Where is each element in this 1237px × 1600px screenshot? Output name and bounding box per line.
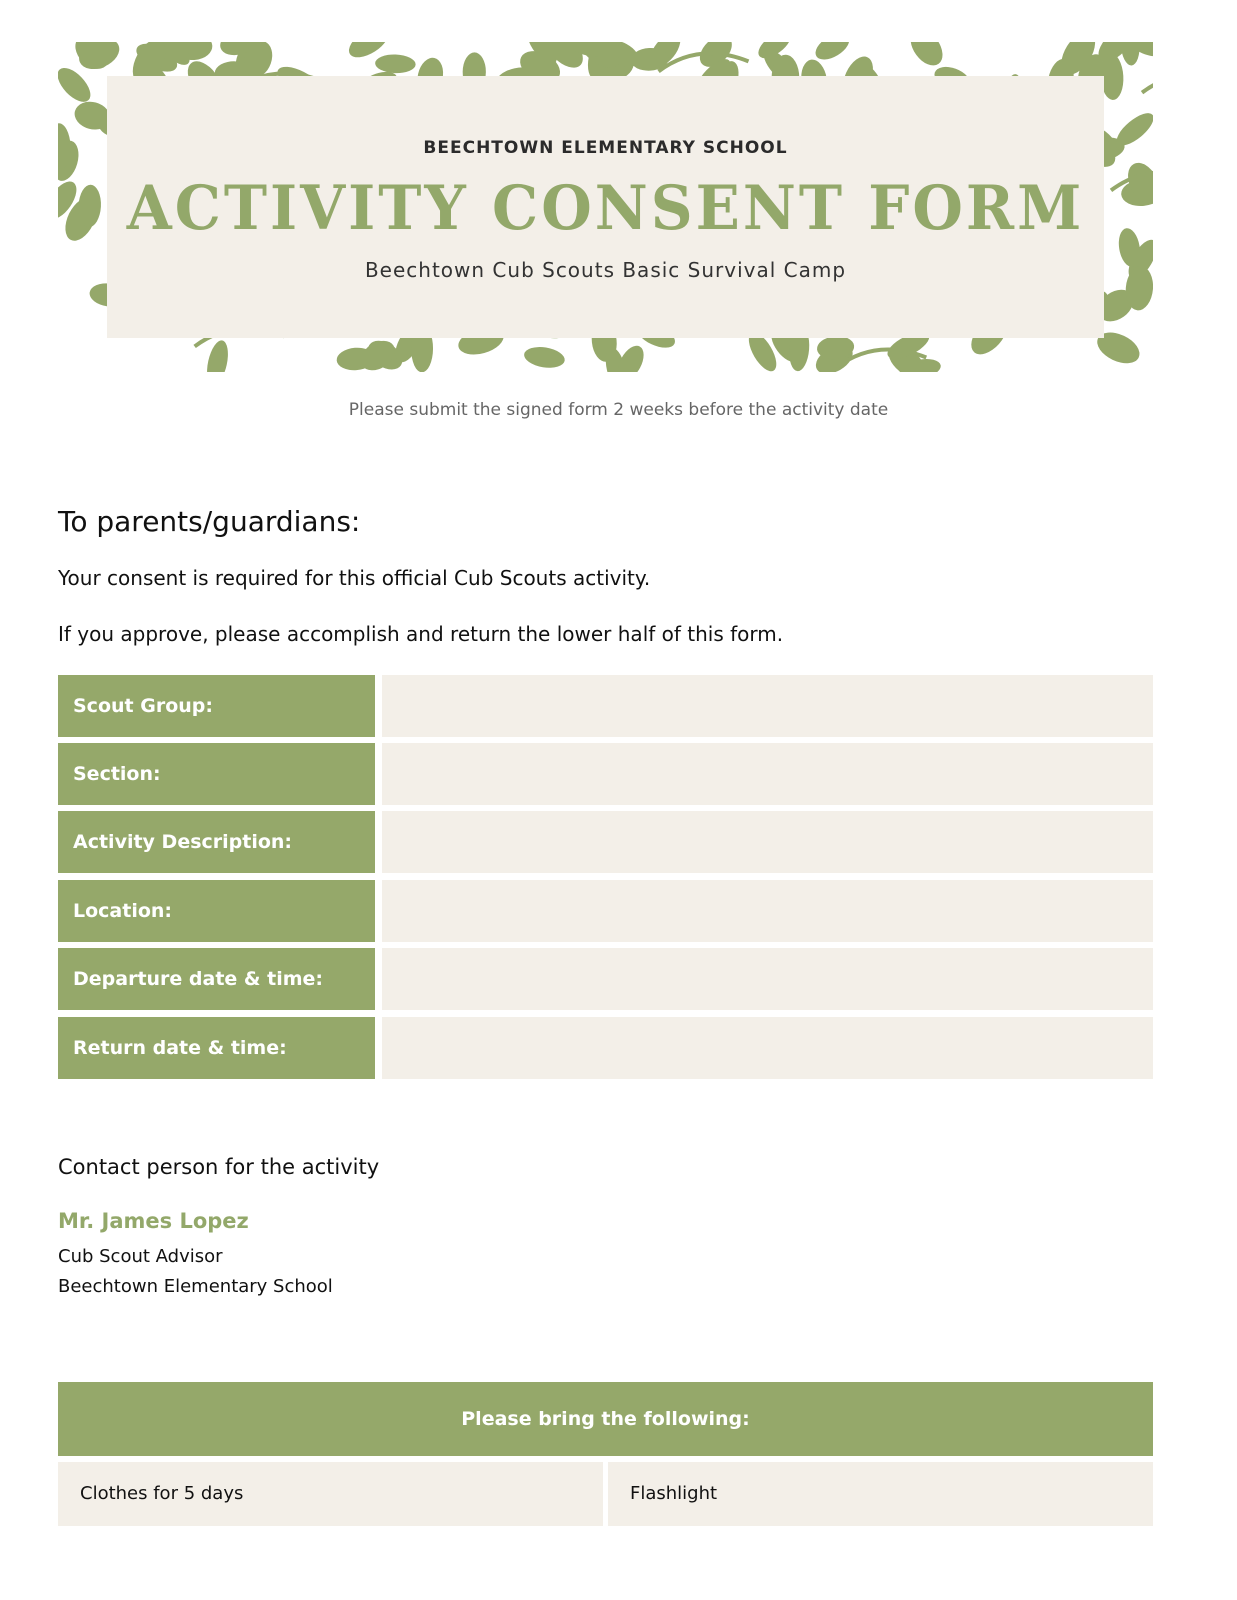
- leaf-icon: [155, 42, 190, 65]
- leaf-icon: [1098, 42, 1133, 62]
- leaf-icon: [1097, 332, 1140, 364]
- leaf-icon: [748, 332, 777, 372]
- greeting: To parents/guardians:: [58, 505, 361, 538]
- leaf-icon: [220, 42, 257, 56]
- leaf-icon: [544, 42, 583, 68]
- page-subtitle: Beechtown Cub Scouts Basic Survival Camp: [364, 258, 847, 282]
- section-field[interactable]: [382, 743, 1153, 805]
- leaf-icon: [605, 347, 626, 372]
- bring-item: Clothes for 5 days: [58, 1462, 603, 1526]
- leaf-icon: [58, 67, 91, 102]
- contact-org: Beechtown Elementary School: [58, 1276, 333, 1297]
- leaf-icon: [132, 42, 166, 84]
- field-label: Section:: [58, 743, 375, 805]
- leaf-icon: [58, 123, 71, 170]
- vine-icon: [1140, 83, 1153, 95]
- leaf-icon: [1118, 228, 1140, 267]
- location-field[interactable]: [382, 880, 1153, 942]
- vine-icon: [657, 51, 750, 73]
- leaf-icon: [699, 42, 732, 67]
- field-row-return: Return date & time:: [58, 1017, 1153, 1079]
- contact-heading: Contact person for the activity: [58, 1155, 380, 1179]
- field-row-activity-description: Activity Description:: [58, 811, 1153, 873]
- leaf-icon: [630, 48, 669, 71]
- scout-group-field[interactable]: [382, 675, 1153, 737]
- contact-name: Mr. James Lopez: [58, 1209, 249, 1233]
- vine-icon: [1109, 170, 1153, 193]
- field-row-scout-group: Scout Group:: [58, 675, 1153, 737]
- leaf-icon: [815, 42, 850, 60]
- leaf-icon: [817, 336, 855, 360]
- header-panel: BEECHTOWN ELEMENTARY SCHOOL ACTIVITY CON…: [107, 76, 1104, 338]
- leaf-icon: [524, 347, 565, 368]
- leaf-icon: [79, 42, 120, 70]
- field-label: Return date & time:: [58, 1017, 375, 1079]
- intro-line-2: If you approve, please accomplish and re…: [58, 622, 784, 646]
- contact-role: Cub Scout Advisor: [58, 1246, 223, 1267]
- field-label: Scout Group:: [58, 675, 375, 737]
- school-name: BEECHTOWN ELEMENTARY SCHOOL: [423, 138, 788, 158]
- field-row-location: Location:: [58, 880, 1153, 942]
- field-label: Activity Description:: [58, 811, 375, 873]
- page-title: ACTIVITY CONSENT FORM: [126, 172, 1085, 244]
- return-field[interactable]: [382, 1017, 1153, 1079]
- field-row-departure: Departure date & time:: [58, 948, 1153, 1010]
- leaf-icon: [563, 42, 609, 57]
- submission-note: Please submit the signed form 2 weeks be…: [348, 400, 889, 420]
- field-label: Departure date & time:: [58, 948, 375, 1010]
- leaf-icon: [1120, 42, 1140, 66]
- leaf-icon: [1098, 289, 1134, 322]
- bring-heading: Please bring the following:: [58, 1382, 1153, 1456]
- leaf-icon: [58, 181, 77, 219]
- leaf-icon: [244, 42, 273, 78]
- intro-line-1: Your consent is required for this offici…: [58, 566, 651, 590]
- leaf-icon: [78, 184, 101, 228]
- bring-item: Flashlight: [608, 1462, 1153, 1526]
- departure-field[interactable]: [382, 948, 1153, 1010]
- leaf-icon: [74, 101, 111, 130]
- leaf-icon: [207, 340, 228, 372]
- leaf-icon: [527, 42, 557, 64]
- leaf-pattern-banner: BEECHTOWN ELEMENTARY SCHOOL ACTIVITY CON…: [58, 42, 1153, 372]
- leaf-icon: [1132, 42, 1153, 57]
- leaf-icon: [336, 347, 375, 371]
- vine-icon: [835, 347, 928, 370]
- field-row-section: Section:: [58, 743, 1153, 805]
- activity-description-field[interactable]: [382, 811, 1153, 873]
- leaf-icon: [1125, 266, 1153, 311]
- leaf-icon: [348, 42, 389, 58]
- leaf-icon: [618, 345, 644, 372]
- leaf-icon: [910, 42, 943, 66]
- leaf-icon: [1116, 113, 1153, 146]
- leaf-icon: [1100, 53, 1124, 100]
- leaf-icon: [375, 54, 416, 74]
- field-label: Location:: [58, 880, 375, 942]
